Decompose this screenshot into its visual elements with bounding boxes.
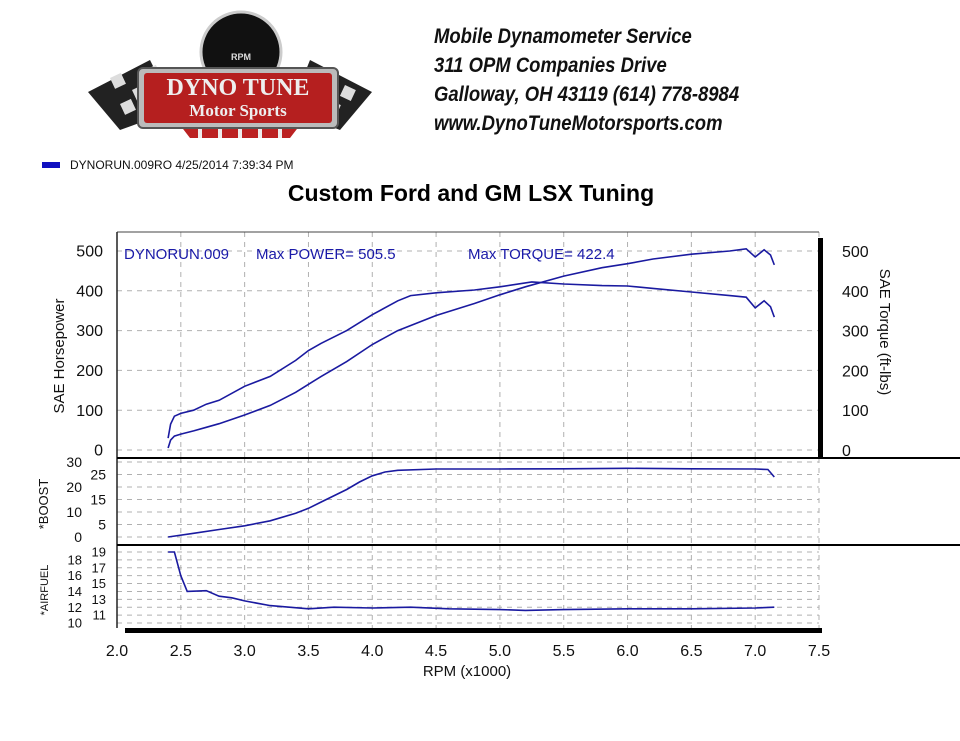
- x-tick-label: 5.0: [489, 643, 511, 660]
- y-tick-label: 15: [90, 491, 106, 507]
- shop-city-phone: Galloway, OH 43119 (614) 778-8984: [434, 83, 740, 106]
- x-tick-label: 6.0: [616, 643, 638, 660]
- y-tick-label: 13: [92, 592, 106, 607]
- y-tick-label-right: 300: [842, 324, 869, 341]
- x-tick-label: 4.0: [361, 643, 383, 660]
- y-axis-label-boost: *BOOST: [36, 479, 51, 530]
- y-tick-label: 17: [92, 560, 106, 575]
- y-axis-label-hp: SAE Horsepower: [51, 298, 68, 413]
- shop-line: Mobile Dynamometer Service: [434, 25, 692, 48]
- y-tick-label-right: 400: [842, 284, 869, 301]
- x-tick-label: 4.5: [425, 643, 447, 660]
- y-tick-label: 15: [92, 576, 106, 591]
- x-tick-label: 2.5: [170, 643, 192, 660]
- y-tick-label: 10: [68, 616, 82, 631]
- y-tick-label: 10: [66, 504, 82, 520]
- y-tick-label: 400: [76, 283, 103, 300]
- y-tick-label: 25: [90, 466, 106, 482]
- series-line-sae-horsepower: [167, 247, 776, 449]
- y-tick-label-right: 100: [842, 403, 869, 420]
- chart-title: Custom Ford and GM LSX Tuning: [287, 180, 655, 206]
- y-axis-label-airfuel: *AIRFUEL: [39, 565, 51, 616]
- y-tick-label: 18: [68, 552, 82, 567]
- annotation-max-torque: Max TORQUE= 422.4: [468, 246, 615, 263]
- x-tick-label: 3.5: [297, 643, 319, 660]
- y-tick-label-right: 200: [842, 363, 869, 380]
- series-line-airfuel: [168, 551, 775, 612]
- plot-border-right: [818, 238, 823, 458]
- plot-border-bottom: [125, 628, 822, 633]
- logo-rpm: RPM: [231, 52, 251, 62]
- y-tick-label: 0: [94, 443, 103, 460]
- x-tick-label: 5.5: [553, 643, 575, 660]
- y-tick-label-right: 500: [842, 244, 869, 261]
- y-axis-label-torque: SAE Torque (ft-lbs): [876, 269, 893, 395]
- shop-website: www.DynoTuneMotorsports.com: [434, 112, 723, 135]
- shop-address: 311 OPM Companies Drive: [434, 54, 667, 77]
- y-tick-label: 14: [68, 584, 82, 599]
- x-tick-label: 2.0: [106, 643, 128, 660]
- series-line-boost: [167, 467, 775, 538]
- x-tick-label: 6.5: [680, 643, 702, 660]
- shop-info: Mobile Dynamometer Service 311 OPM Compa…: [434, 22, 739, 138]
- y-tick-label-right: 0: [842, 443, 851, 460]
- annotation-run: DYNORUN.009: [124, 246, 229, 263]
- y-tick-label: 200: [76, 363, 103, 380]
- logo-title: DYNO TUNE: [167, 75, 310, 101]
- legend-label: DYNORUN.009RO 4/25/2014 7:39:34 PM: [70, 158, 294, 172]
- x-tick-label: 7.0: [744, 643, 766, 660]
- y-tick-label: 19: [92, 545, 106, 560]
- legend-swatch: [42, 162, 60, 168]
- y-tick-label: 500: [76, 244, 103, 261]
- x-tick-label: 7.5: [808, 643, 830, 660]
- y-tick-label: 30: [66, 454, 82, 470]
- y-tick-label: 16: [68, 568, 82, 583]
- y-tick-label: 20: [66, 479, 82, 495]
- x-tick-label: 3.0: [234, 643, 256, 660]
- y-tick-label: 5: [98, 516, 106, 532]
- x-axis-label: RPM (x1000): [423, 663, 511, 680]
- y-tick-label: 12: [68, 600, 82, 615]
- y-tick-label: 0: [74, 529, 82, 545]
- y-tick-label: 100: [76, 403, 103, 420]
- series-line-sae-torque: [167, 281, 776, 439]
- y-tick-label: 11: [93, 608, 107, 623]
- y-tick-label: 300: [76, 323, 103, 340]
- annotation-max-power: Max POWER= 505.5: [256, 246, 396, 263]
- legend: DYNORUN.009RO 4/25/2014 7:39:34 PM: [42, 158, 293, 172]
- logo-subtitle: Motor Sports: [189, 101, 287, 120]
